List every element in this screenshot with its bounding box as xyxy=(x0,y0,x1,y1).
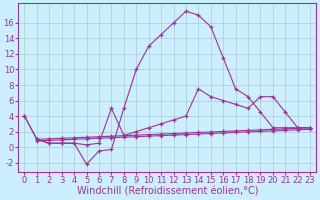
X-axis label: Windchill (Refroidissement éolien,°C): Windchill (Refroidissement éolien,°C) xyxy=(76,187,258,197)
